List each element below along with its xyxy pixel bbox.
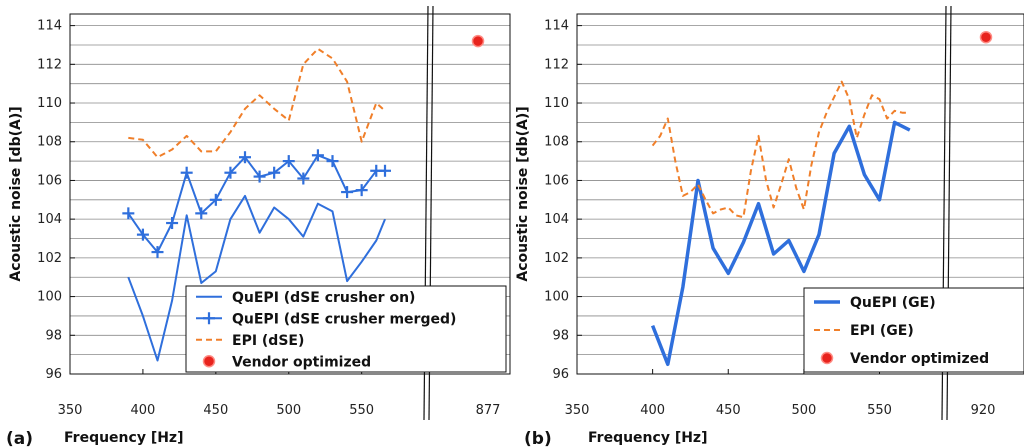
legend-label: EPI (dSE) [232, 333, 304, 349]
y-tick-label: 108 [544, 135, 569, 150]
x-axis-label: Frequency [Hz] [64, 430, 183, 446]
series-line [127, 154, 385, 254]
legend-box [185, 285, 507, 373]
y-tick-label: 100 [544, 290, 569, 305]
y-tick-label: 114 [37, 19, 62, 34]
legend: QuEPI (GE) EPI (GE) Vendor optimized [803, 287, 1024, 373]
series-quepi-ge- [650, 120, 911, 367]
legend-label: QuEPI (GE) [850, 295, 936, 311]
x-tick-label-broken: 877 [476, 403, 501, 418]
series-quepi-dse-crusher-merged- [122, 149, 391, 259]
series-epi-dse- [128, 47, 386, 159]
series-epi-ge- [651, 80, 910, 219]
x-tick-label: 550 [349, 403, 374, 418]
x-tick-label-broken: 920 [971, 403, 996, 418]
x-tick-label: 400 [640, 403, 665, 418]
grid-spacer [577, 0, 1024, 19]
y-tick-label: 96 [552, 367, 569, 382]
x-tick-label: 350 [58, 403, 83, 418]
legend-box [803, 287, 1024, 373]
legend-label: QuEPI (dSE crusher on) [232, 290, 415, 306]
legend-label: Vendor optimized [850, 351, 989, 367]
y-tick-label: 98 [552, 328, 569, 343]
y-tick-label: 104 [544, 212, 569, 227]
legend-marker [820, 351, 834, 365]
x-tick-label: 550 [867, 403, 892, 418]
y-tick-label: 104 [37, 212, 62, 227]
y-axis-label: Acoustic noise [db(A)] [8, 106, 24, 281]
chart-panel-2: 96 98 100 102 104 106 108 110 112 114 350 400 450 500… [515, 0, 1024, 448]
y-tick-label: 112 [544, 57, 569, 72]
chart-panel-1: 96 98 100 102 104 106 108 110 112 114 350 400 450 500… [6, 0, 511, 448]
x-ticks: 350 400 450 500 550 877 [58, 369, 501, 418]
series-line [651, 80, 910, 219]
y-tick-label: 102 [37, 251, 62, 266]
plot-frame [69, 13, 511, 375]
x-tick-label: 350 [565, 403, 590, 418]
x-tick-label: 500 [276, 403, 301, 418]
y-tick-label: 110 [544, 96, 569, 111]
y-tick-label: 110 [37, 96, 62, 111]
series-line [127, 194, 386, 362]
legend: QuEPI (dSE crusher on) QuEPI (dSE crusher… [185, 285, 507, 373]
y-tick-label: 114 [544, 19, 569, 34]
y-tick-label: 106 [37, 173, 62, 188]
series-vendor-optimized [471, 34, 485, 48]
legend-label: EPI (GE) [850, 323, 914, 339]
legend-label: QuEPI (dSE crusher merged) [232, 311, 456, 327]
y-axis-label: Acoustic noise [db(A)] [515, 106, 531, 281]
x-axis-label: Frequency [Hz] [588, 430, 707, 446]
vendor-optimized-point [471, 34, 485, 48]
y-tick-label: 102 [544, 251, 569, 266]
series-quepi-dse-crusher-on- [127, 194, 386, 362]
x-tick-label: 500 [791, 403, 816, 418]
x-ticks: 350 400 450 500 550 920 [565, 369, 996, 418]
legend-label: Vendor optimized [232, 354, 371, 370]
panel-label: (b) [524, 429, 552, 448]
y-ticks: 96 98 100 102 104 106 108 110 112 114 [37, 19, 75, 382]
vendor-optimized-point [979, 30, 993, 44]
y-tick-label: 106 [544, 173, 569, 188]
series-vendor-optimized [979, 30, 993, 44]
plot-frame [576, 13, 1024, 375]
y-tick-label: 96 [45, 367, 62, 382]
y-tick-label: 98 [45, 328, 62, 343]
panel-label: (a) [6, 429, 33, 448]
series-line [128, 47, 386, 159]
grid-spacer [70, 0, 510, 19]
y-tick-label: 112 [37, 57, 62, 72]
x-tick-label: 400 [131, 403, 156, 418]
x-tick-label: 450 [716, 403, 741, 418]
y-ticks: 96 98 100 102 104 106 108 110 112 114 [544, 19, 582, 382]
series-line [650, 120, 911, 367]
y-tick-label: 108 [37, 135, 62, 150]
y-tick-label: 100 [37, 290, 62, 305]
legend-marker [202, 355, 216, 368]
x-tick-label: 450 [203, 403, 228, 418]
